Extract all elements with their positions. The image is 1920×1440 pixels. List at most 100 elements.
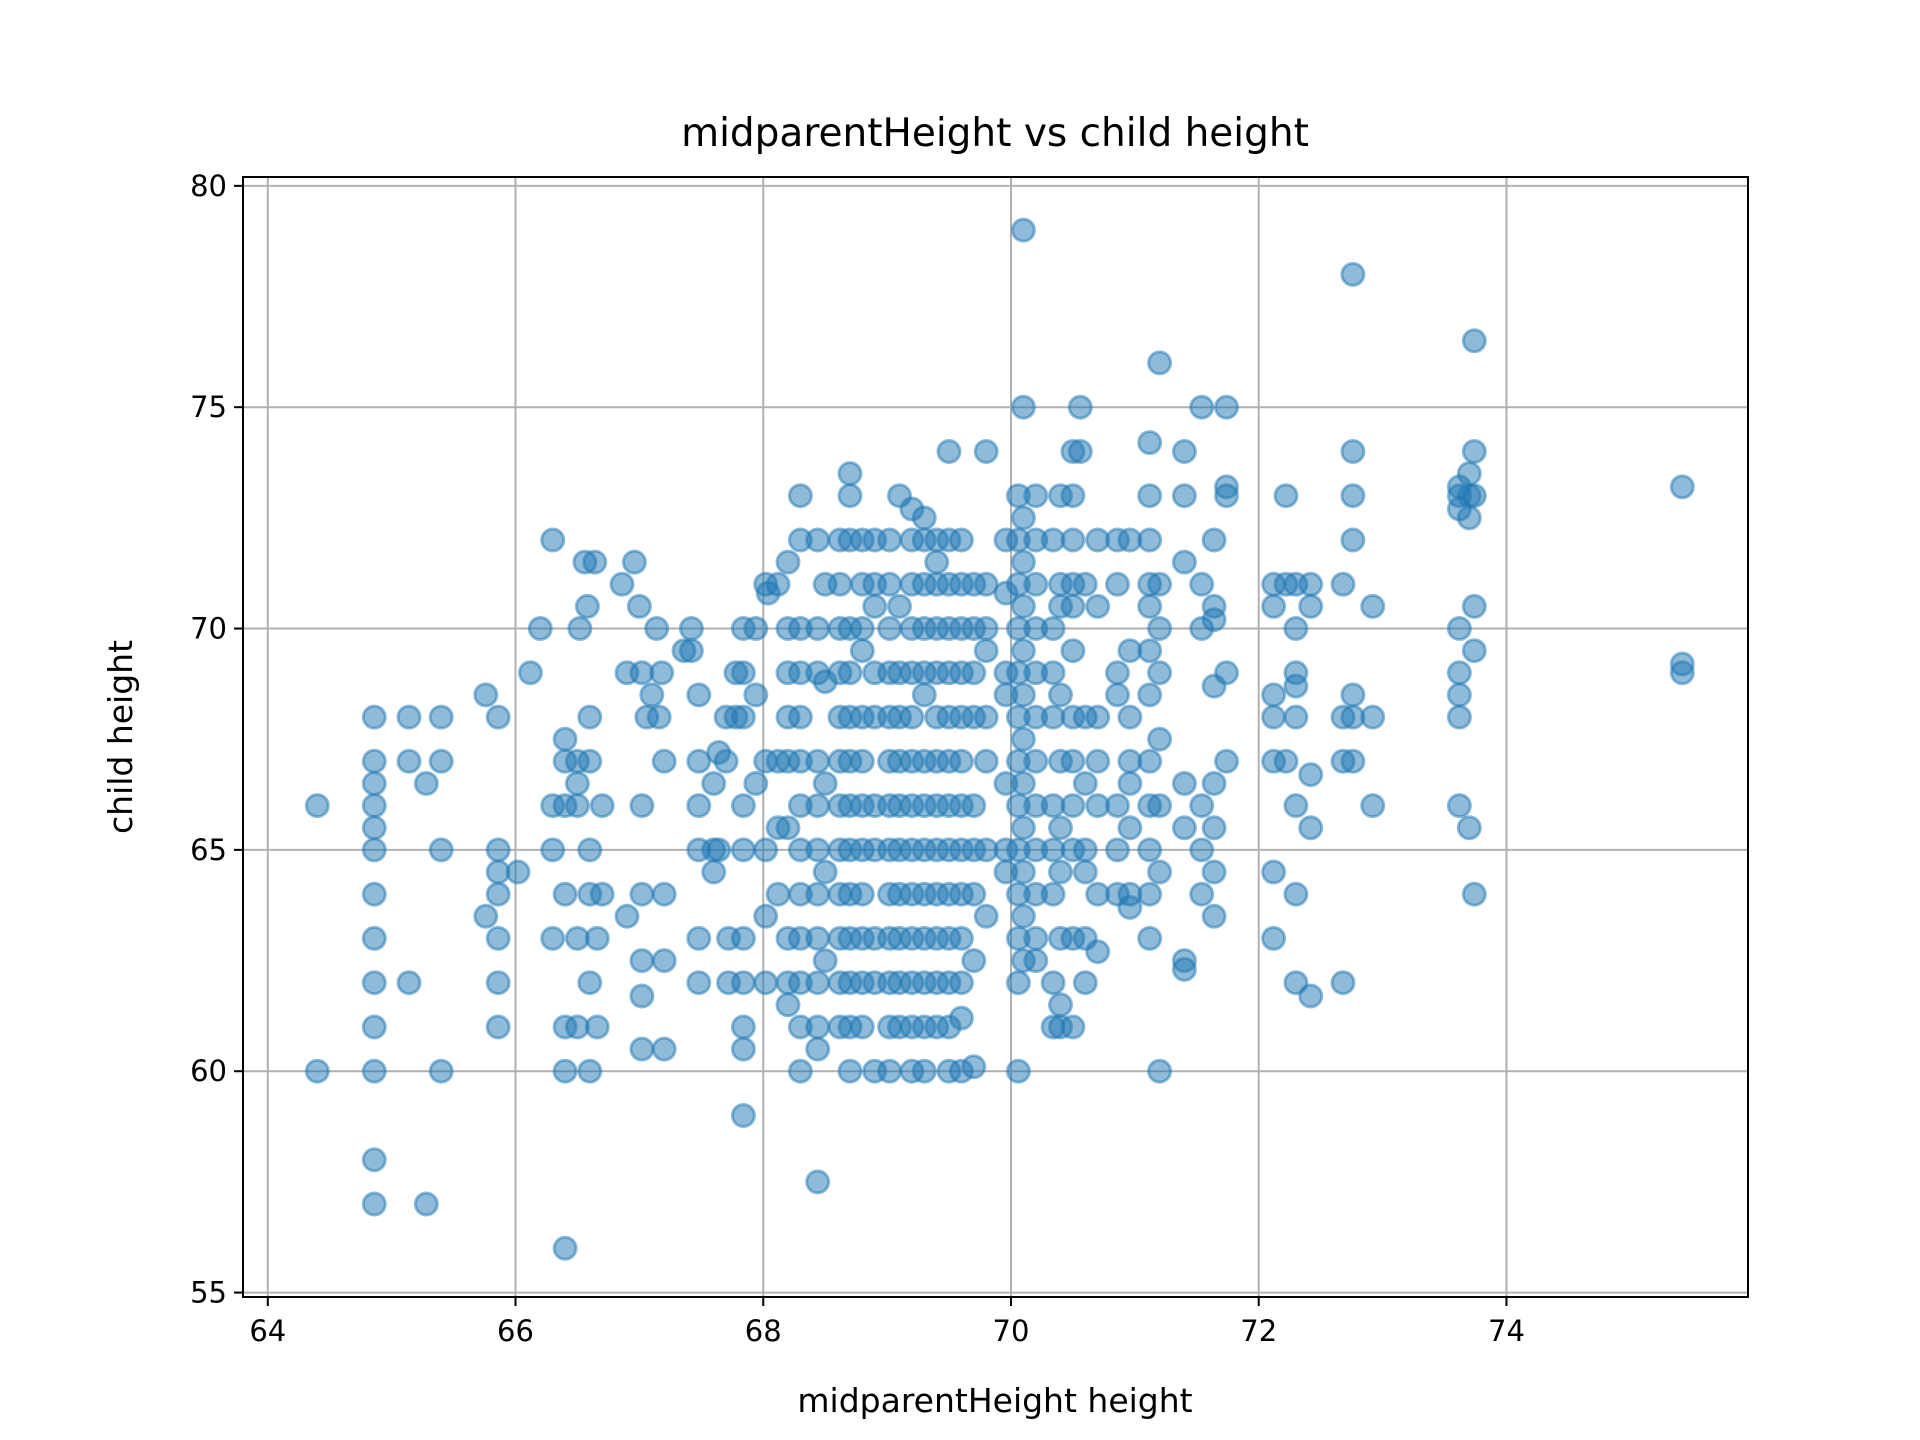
data-point: [646, 704, 672, 730]
data-point: [1330, 970, 1356, 996]
x-tick-label: 66: [497, 1314, 534, 1348]
data-point: [1171, 483, 1197, 509]
plot-frame: [242, 176, 1749, 1298]
data-point: [1171, 956, 1197, 982]
data-point: [1105, 660, 1130, 686]
data-point: [1360, 793, 1386, 819]
data-point: [1060, 593, 1086, 619]
data-point: [787, 483, 813, 509]
data-point: [644, 616, 670, 641]
data-point: [1461, 439, 1487, 464]
data-point: [837, 660, 863, 686]
data-point: [1461, 483, 1487, 509]
data-point: [1446, 616, 1472, 641]
data-point: [428, 704, 454, 730]
data-point: [805, 1036, 831, 1062]
data-point: [1137, 527, 1163, 553]
data-point: [887, 593, 912, 619]
data-point: [1298, 762, 1324, 788]
data-point: [1340, 483, 1366, 509]
data-point: [948, 1005, 974, 1031]
data-point: [485, 970, 511, 996]
data-point: [1137, 837, 1163, 863]
data-point: [753, 970, 779, 996]
data-point: [582, 549, 608, 575]
data-point: [1298, 593, 1324, 619]
data-point: [649, 660, 675, 686]
data-point: [577, 1058, 603, 1084]
data-point: [1060, 1014, 1086, 1040]
data-point: [1147, 616, 1173, 641]
data-point: [1137, 430, 1163, 456]
data-point: [485, 837, 511, 863]
data-point: [1171, 549, 1197, 575]
data-point: [361, 815, 387, 841]
x-tick-label: 74: [1488, 1314, 1525, 1348]
data-point: [361, 1147, 387, 1173]
data-point: [686, 793, 712, 819]
data-point: [396, 970, 422, 996]
data-point: [837, 483, 863, 509]
data-point: [730, 837, 756, 863]
data-point: [849, 748, 875, 774]
data-point: [1010, 682, 1036, 708]
data-point: [849, 1014, 875, 1040]
data-point: [961, 793, 987, 819]
data-point: [877, 616, 903, 641]
x-tick-label: 64: [249, 1314, 286, 1348]
data-point: [877, 527, 903, 553]
data-point: [1147, 859, 1173, 885]
data-point: [361, 1058, 387, 1084]
data-point: [877, 571, 903, 597]
data-point: [812, 771, 838, 796]
data-point: [1005, 1058, 1031, 1084]
data-point: [805, 881, 831, 907]
data-point: [849, 616, 875, 641]
data-point: [621, 549, 647, 575]
data-point: [577, 837, 603, 863]
data-point: [837, 1058, 863, 1084]
data-point: [862, 593, 888, 619]
data-point: [973, 903, 999, 929]
data-point: [361, 1014, 387, 1040]
data-point: [361, 1191, 387, 1217]
data-point: [304, 793, 330, 819]
data-point: [730, 925, 756, 951]
data-point: [1040, 881, 1066, 907]
data-point: [1010, 638, 1036, 664]
data-point: [1137, 638, 1163, 664]
data-point: [304, 1058, 330, 1084]
data-point: [911, 1058, 937, 1084]
data-point: [730, 660, 756, 686]
data-point: [1010, 726, 1036, 752]
data-point: [1023, 748, 1049, 774]
data-point: [1201, 607, 1227, 633]
data-point: [849, 881, 875, 907]
data-point: [1060, 793, 1086, 819]
data-point: [1010, 771, 1036, 796]
data-point: [626, 593, 652, 619]
data-point: [812, 948, 838, 974]
data-point: [651, 748, 677, 774]
data-point: [805, 748, 831, 774]
data-point: [1456, 505, 1482, 531]
data-point: [1147, 350, 1173, 376]
data-point: [1283, 881, 1309, 907]
data-point: [1283, 704, 1309, 730]
data-point: [413, 1191, 439, 1217]
data-point: [485, 704, 511, 730]
data-point: [1072, 970, 1098, 996]
data-point: [1048, 682, 1073, 708]
data-point: [1201, 859, 1227, 885]
data-point: [1040, 970, 1066, 996]
data-point: [1010, 815, 1036, 841]
data-point: [428, 748, 454, 774]
data-point: [787, 1058, 813, 1084]
data-point: [961, 948, 987, 974]
data-point: [584, 1014, 610, 1040]
data-point: [1461, 881, 1487, 907]
data-point: [730, 793, 756, 819]
data-point: [1189, 793, 1215, 819]
data-point: [973, 704, 999, 730]
